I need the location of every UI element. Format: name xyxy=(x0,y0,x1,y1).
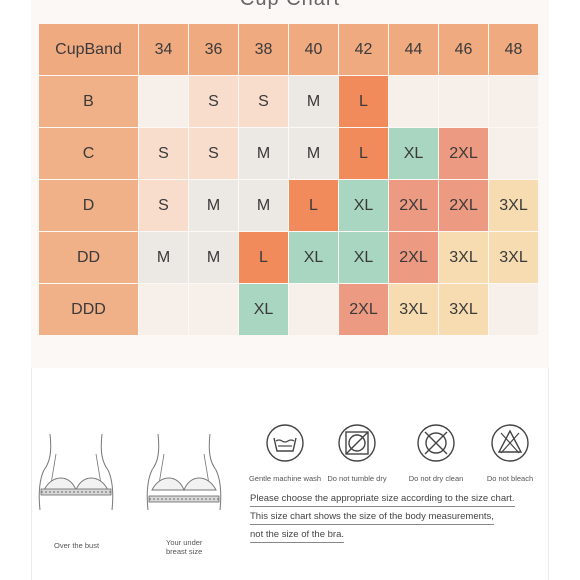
size-cell xyxy=(439,76,489,128)
size-cell: 3XL xyxy=(489,180,539,232)
size-cell: L xyxy=(239,232,289,284)
chart-title: Cup Chart xyxy=(0,0,580,11)
row-cup-ddd: DDD xyxy=(39,284,139,336)
row-cup-c: C xyxy=(39,128,139,180)
over-bust-caption: Over the bust xyxy=(54,541,100,550)
care-label-tumble: Do not tumble dry xyxy=(327,474,387,483)
size-cell xyxy=(389,76,439,128)
care-label-dry-clean: Do not dry clean xyxy=(408,474,464,483)
size-cell: L xyxy=(339,128,389,180)
size-cell xyxy=(139,284,189,336)
header-band-42: 42 xyxy=(339,24,389,76)
header-band-44: 44 xyxy=(389,24,439,76)
size-cell: 3XL xyxy=(489,232,539,284)
size-cell: 2XL xyxy=(389,180,439,232)
over-bust-illustration xyxy=(38,433,114,511)
info-panel xyxy=(31,368,549,580)
size-cell: XL xyxy=(289,232,339,284)
size-cell: 3XL xyxy=(439,232,489,284)
note-line-3: not the size of the bra. xyxy=(250,529,345,543)
note-line-2: This size chart shows the size of the bo… xyxy=(250,511,494,525)
size-cell: M xyxy=(139,232,189,284)
size-cell xyxy=(139,76,189,128)
row-cup-b: B xyxy=(39,76,139,128)
size-cell: M xyxy=(189,180,239,232)
size-cell: M xyxy=(239,180,289,232)
no-tumble-dry-icon xyxy=(338,424,376,462)
under-breast-caption-line1: Your under xyxy=(166,538,203,547)
size-cell: 2XL xyxy=(389,232,439,284)
size-cell: XL xyxy=(389,128,439,180)
size-cell: XL xyxy=(339,180,389,232)
row-cup-dd: DD xyxy=(39,232,139,284)
row-cup-d: D xyxy=(39,180,139,232)
size-cell: S xyxy=(139,128,189,180)
size-cell: S xyxy=(139,180,189,232)
header-band-36: 36 xyxy=(189,24,239,76)
size-cell: M xyxy=(289,76,339,128)
under-breast-illustration xyxy=(146,433,222,511)
size-cell: 2XL xyxy=(439,128,489,180)
note-line-1: Please choose the appropriate size accor… xyxy=(250,493,515,507)
size-cell xyxy=(489,284,539,336)
size-cell: XL xyxy=(339,232,389,284)
no-bleach-icon xyxy=(491,424,529,462)
header-band-38: 38 xyxy=(239,24,289,76)
size-cell: 2XL xyxy=(339,284,389,336)
size-cell: XL xyxy=(239,284,289,336)
size-cell xyxy=(489,128,539,180)
size-cell: 3XL xyxy=(389,284,439,336)
size-cell: S xyxy=(239,76,289,128)
size-cell: 2XL xyxy=(439,180,489,232)
size-cell: L xyxy=(339,76,389,128)
no-dry-clean-icon xyxy=(417,424,455,462)
under-breast-caption-line2: breast size xyxy=(166,547,203,556)
size-cell: S xyxy=(189,76,239,128)
header-band-48: 48 xyxy=(489,24,539,76)
header-corner: CupBand xyxy=(39,24,139,76)
size-table: CupBand 34 36 38 40 42 44 46 48 B S S M L C S S M M L XL 2XL D… xyxy=(39,24,539,336)
header-band-46: 46 xyxy=(439,24,489,76)
size-cell: M xyxy=(239,128,289,180)
size-cell: 3XL xyxy=(439,284,489,336)
header-band-40: 40 xyxy=(289,24,339,76)
care-label-wash: Gentle machine wash xyxy=(248,474,322,483)
size-cell: M xyxy=(289,128,339,180)
hand-wash-tub-icon xyxy=(266,424,304,462)
size-cell xyxy=(489,76,539,128)
size-cell xyxy=(189,284,239,336)
under-breast-caption: Your under breast size xyxy=(166,538,202,556)
size-cell xyxy=(289,284,339,336)
header-band-34: 34 xyxy=(139,24,189,76)
size-cell: L xyxy=(289,180,339,232)
size-cell: M xyxy=(189,232,239,284)
care-label-bleach: Do not bleach xyxy=(486,474,534,483)
size-cell: S xyxy=(189,128,239,180)
